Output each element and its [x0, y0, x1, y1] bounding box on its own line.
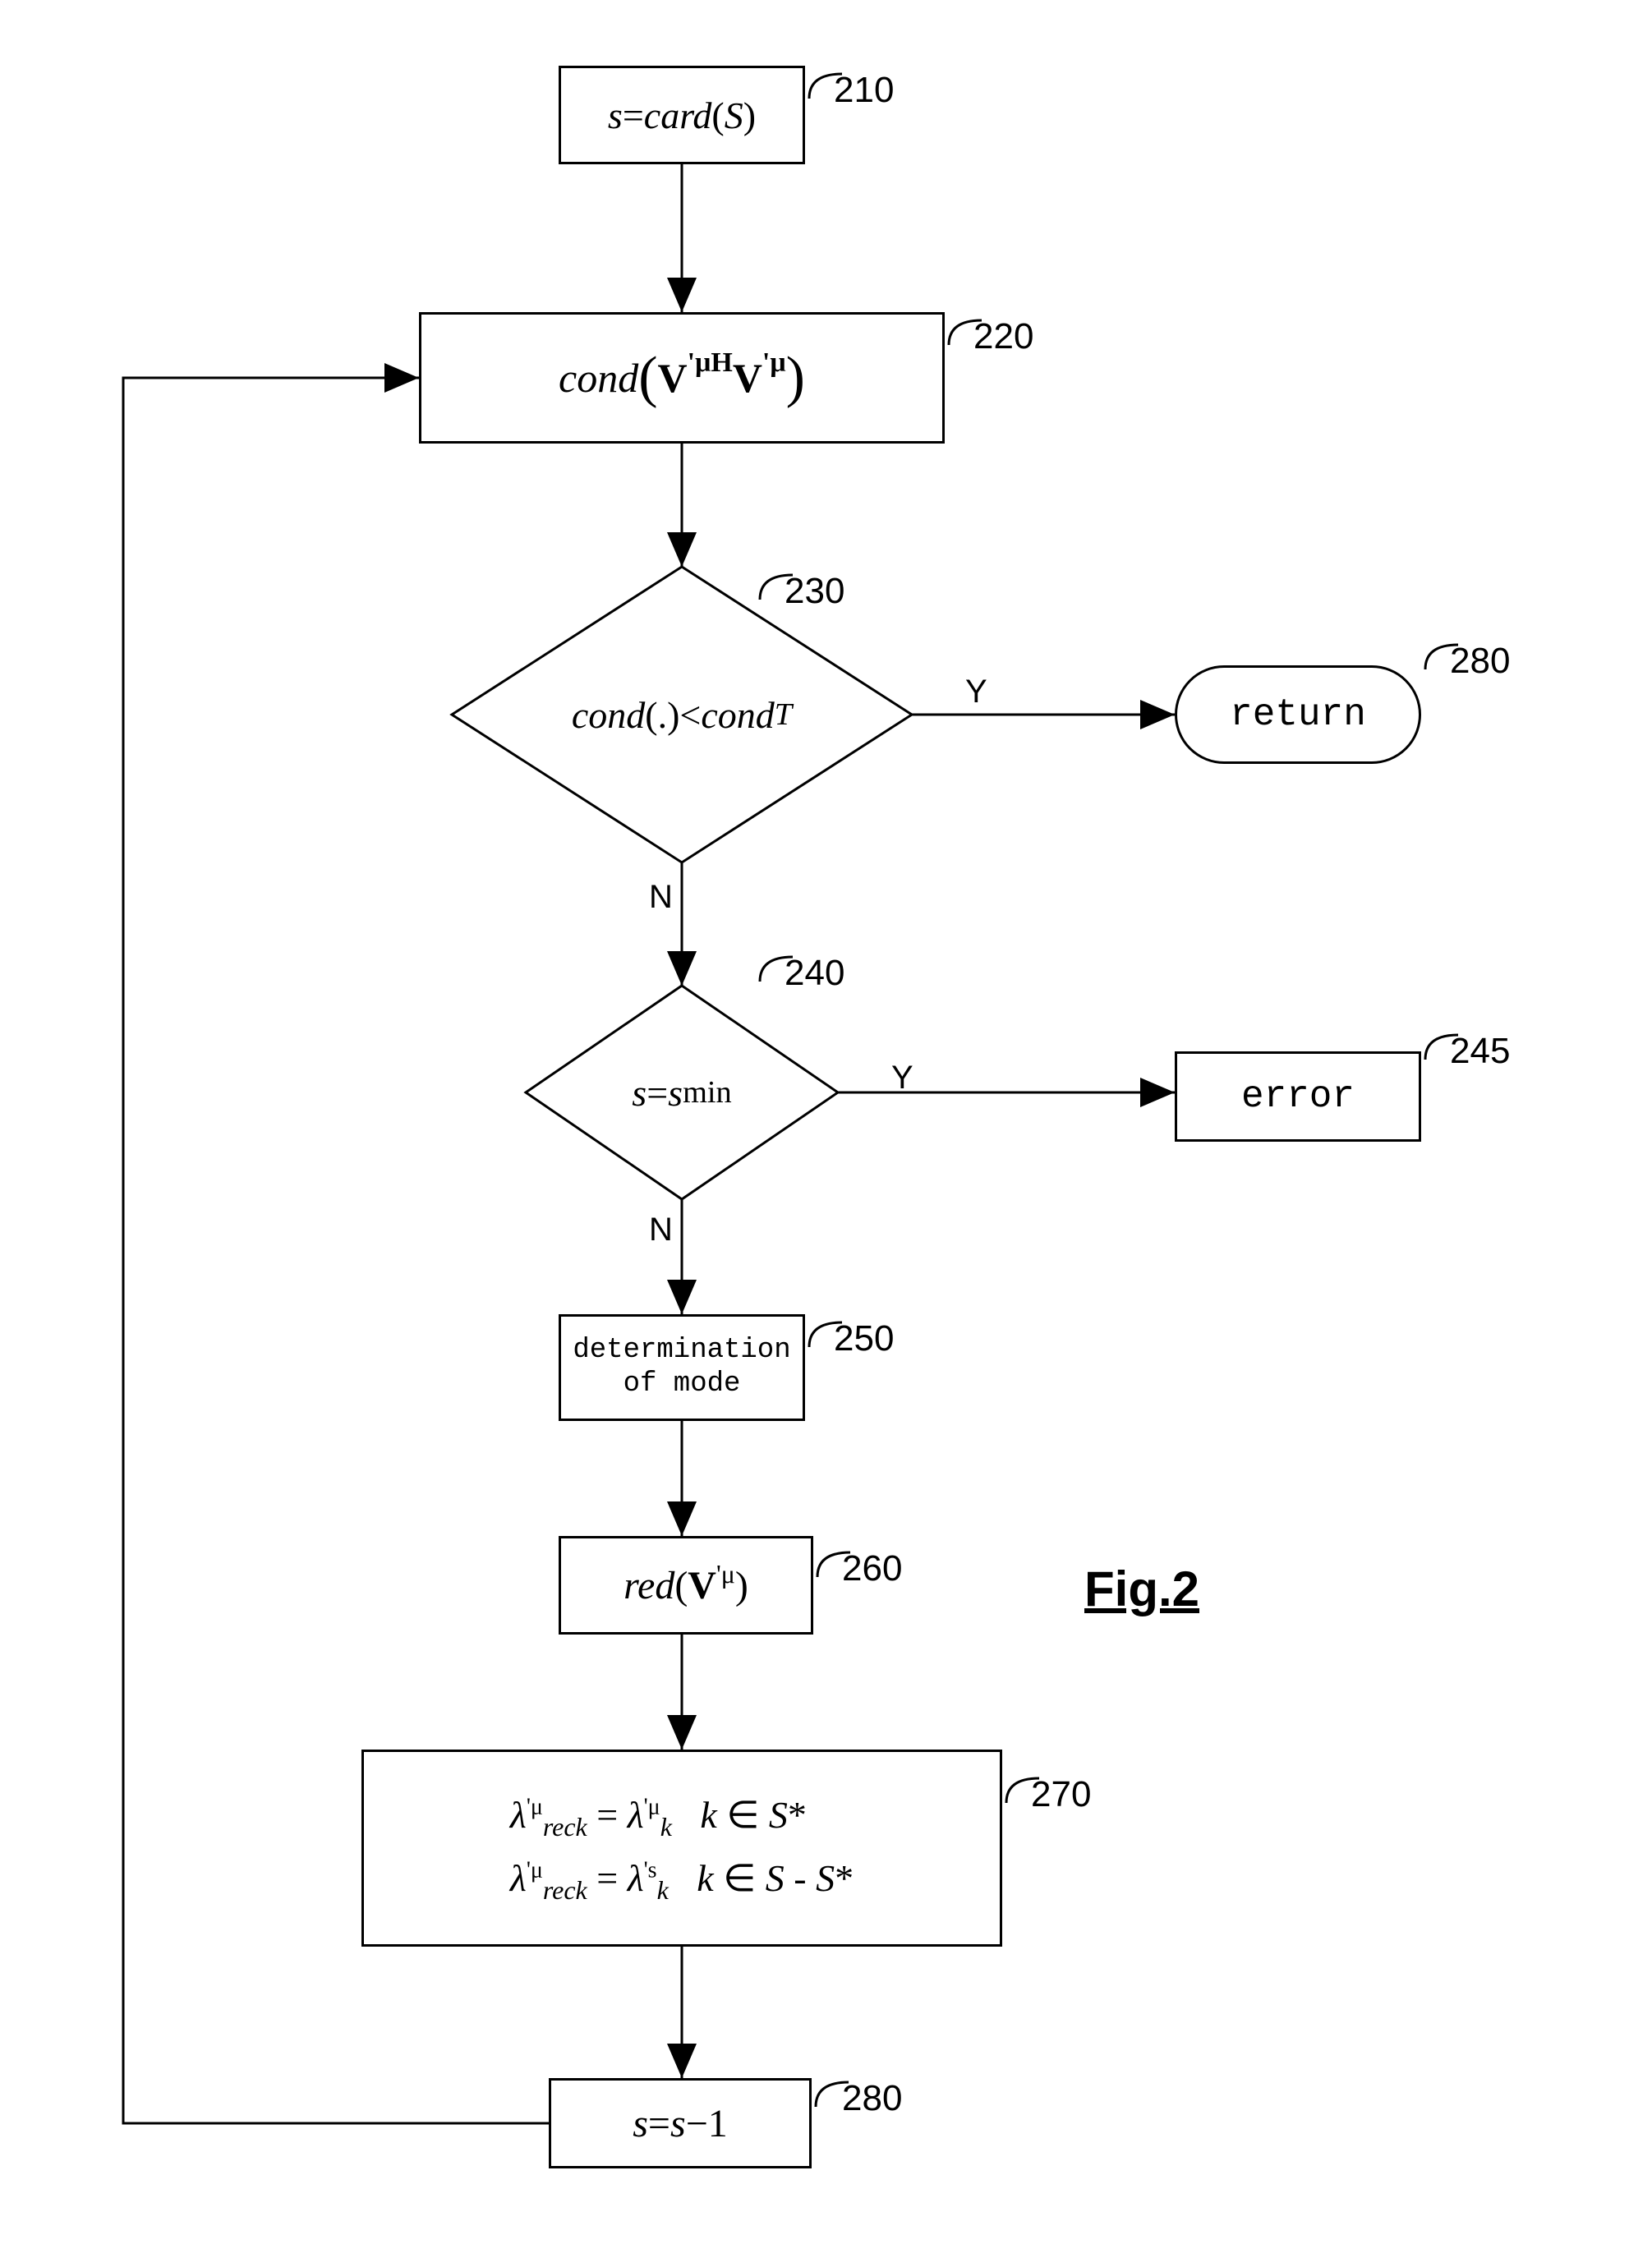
ref-label: 245 [1450, 1031, 1510, 1072]
ref-label: 210 [834, 70, 894, 111]
decision-label: Y [891, 1060, 913, 1097]
ref-label: 270 [1031, 1774, 1091, 1815]
decision-label: Y [965, 674, 987, 710]
decision-label: N [649, 879, 673, 916]
ref-label: 250 [834, 1318, 894, 1359]
node-n220: cond (V'μHV'μ) [419, 312, 945, 444]
ref-label: 240 [785, 953, 844, 994]
ref-label: 230 [785, 571, 844, 612]
flowchart-canvas: Fig.2 s = card (S)cond (V'μHV'μ)cond(.) … [0, 0, 1652, 2267]
node-n250: determinationof mode [559, 1314, 805, 1421]
ref-label: 220 [973, 316, 1033, 357]
node-n245: error [1175, 1051, 1421, 1142]
node-n280r: return [1175, 665, 1421, 764]
node-n270: λ'μreck = λ'μk k ∈ S*λ'μreck = λ'sk k ∈ … [361, 1750, 1002, 1947]
figure-label: Fig.2 [1084, 1561, 1199, 1617]
ref-label: 280 [1450, 641, 1510, 682]
node-n240: s = smin [526, 986, 838, 1199]
node-n260: red(V 'μ ) [559, 1536, 813, 1635]
ref-label: 280 [842, 2078, 902, 2119]
ref-label: 260 [842, 1548, 902, 1589]
node-n280: s = s − 1 [549, 2078, 812, 2168]
decision-label: N [649, 1212, 673, 1248]
node-n210: s = card (S) [559, 66, 805, 164]
